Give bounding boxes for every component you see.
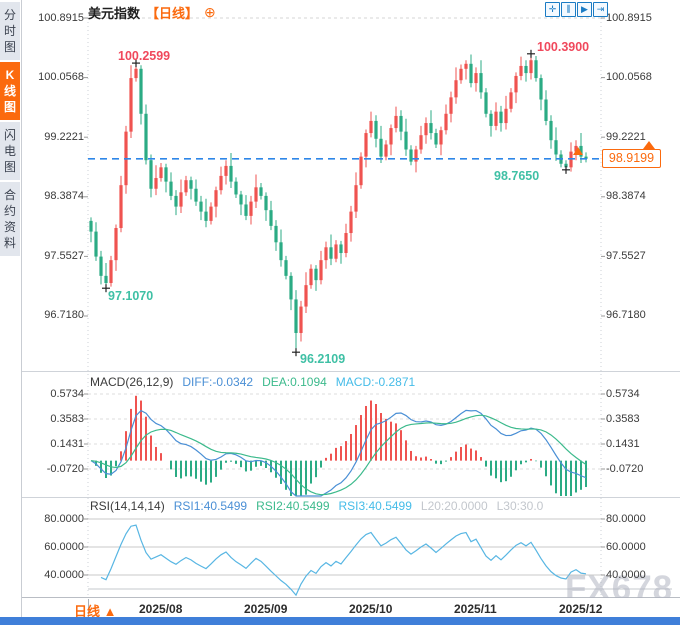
date-label: 2025/11: [454, 602, 497, 616]
add-indicator-icon[interactable]: ⊕: [204, 4, 216, 20]
time-axis-row: [0, 598, 680, 617]
axis-label: 98.3874: [44, 190, 84, 203]
axis-label: 0.1431: [50, 437, 84, 450]
period-selector-button[interactable]: 日线 ▲: [74, 604, 117, 619]
macd-value-readout: MACD:-0.2871: [335, 375, 416, 389]
axis-label: 100.8915: [38, 11, 84, 24]
date-label: 2025/12: [559, 602, 603, 616]
period-tag: 【日线】: [146, 6, 199, 21]
price-annotation: 100.3900: [537, 40, 590, 54]
date-label: 2025/08: [139, 602, 183, 616]
axis-label: 97.5527: [44, 249, 84, 262]
axis-label: 0.5734: [50, 387, 84, 400]
rsi-header: RSI(14,14,14) RSI1:40.5499 RSI2:40.5499 …: [90, 499, 543, 513]
rsi-l30-readout: L30:30.0: [496, 499, 544, 513]
rsi-l20-readout: L20:20.0000: [420, 499, 488, 513]
chart-header: 美元指数 【日线】 ⊕: [88, 3, 216, 22]
axis-label: 80.0000: [44, 512, 84, 525]
rsi1-readout: RSI1:40.5499: [173, 499, 248, 513]
axis-label: 0.1431: [606, 437, 640, 450]
axis-label: -0.0720: [606, 462, 644, 475]
chevron-up-icon: ▲: [103, 604, 117, 619]
goto-latest-icon[interactable]: ⇥: [593, 2, 608, 17]
macd-dea-readout: DEA:0.1094: [262, 375, 327, 389]
price-annotation: 97.1070: [108, 289, 154, 303]
sidebar-tab-flash-chart[interactable]: 闪电图: [0, 122, 20, 180]
macd-header: MACD(26,12,9) DIFF:-0.0342 DEA:0.1094 MA…: [90, 375, 415, 389]
axis-label: 97.5527: [606, 249, 646, 262]
axis-label: 100.8915: [606, 11, 652, 24]
rsi-title: RSI(14,14,14): [90, 499, 165, 513]
axis-label: 80.0000: [606, 512, 646, 525]
axis-label: 96.7180: [606, 309, 646, 322]
rsi2-readout: RSI2:40.5499: [256, 499, 330, 513]
axis-label: -0.0720: [46, 462, 84, 475]
axis-label: 0.3583: [50, 412, 84, 425]
bottom-bar: [0, 617, 680, 625]
sidebar-tab-kline-chart[interactable]: K线图: [0, 62, 20, 120]
axis-label: 99.2221: [606, 130, 646, 143]
macd-title: MACD(26,12,9): [90, 375, 174, 389]
axis-label: 96.7180: [44, 309, 84, 322]
axis-label: 0.5734: [606, 387, 640, 400]
axis-label: 98.3874: [606, 190, 646, 203]
chart-toolbar: ✛ ⫼ ▶ ⇥: [545, 2, 608, 17]
play-forward-icon[interactable]: ▶: [577, 2, 592, 17]
axis-label: 40.0000: [606, 568, 646, 581]
sidebar-tab-time-chart[interactable]: 分时图: [0, 2, 20, 60]
macd-diff-readout: DIFF:-0.0342: [182, 375, 254, 389]
sidebar-tab-contract-info[interactable]: 合约资料: [0, 182, 20, 256]
axis-label: 100.0568: [38, 71, 84, 84]
date-label: 2025/10: [349, 602, 393, 616]
price-annotation: 98.7650: [494, 169, 540, 183]
axis-label: 0.3583: [606, 412, 640, 425]
pan-move-icon[interactable]: ✛: [545, 2, 560, 17]
axis-label: 60.0000: [44, 540, 84, 553]
axis-scale-icon[interactable]: ⫼: [561, 2, 576, 17]
symbol-title: 美元指数: [88, 6, 141, 21]
date-label: 2025/09: [244, 602, 288, 616]
price-annotation: 96.2109: [300, 352, 346, 366]
axis-label: 100.0568: [606, 71, 652, 84]
current-price-box: 98.9199: [602, 149, 661, 168]
rsi3-readout: RSI3:40.5499: [338, 499, 412, 513]
chart-type-sidebar: 分时图 K线图 闪电图 合约资料: [0, 0, 22, 617]
price-annotation: 100.2599: [118, 49, 171, 63]
axis-label: 40.0000: [44, 568, 84, 581]
axis-label: 60.0000: [606, 540, 646, 553]
axis-label: 99.2221: [44, 130, 84, 143]
